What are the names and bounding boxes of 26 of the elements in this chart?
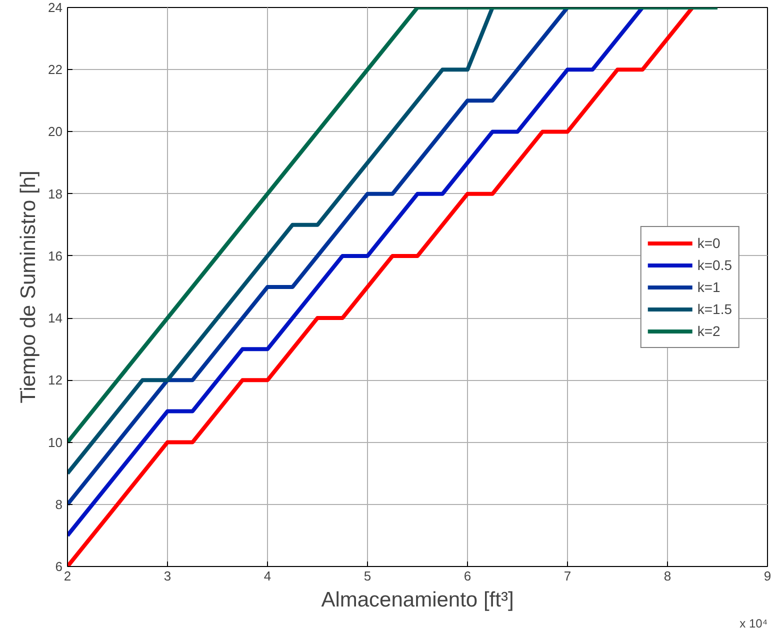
y-tick-label: 18 [48, 186, 63, 202]
x-tick-label: 9 [764, 568, 772, 584]
legend-label: k=1 [697, 278, 720, 294]
legend-label: k=0 [697, 234, 720, 250]
y-tick-label: 20 [48, 124, 63, 140]
x-tick-label: 5 [364, 568, 372, 584]
y-axis-title: Tiempo de Suministro [h] [17, 170, 40, 404]
legend-label: k=0.5 [697, 256, 732, 272]
y-tick-label: 16 [48, 248, 63, 264]
x-axis-title: Almacenamiento [ft³] [321, 588, 514, 612]
y-tick-label: 14 [48, 310, 63, 326]
legend-label: k=2 [697, 322, 720, 338]
y-tick-label: 6 [55, 559, 63, 574]
y-tick-label: 8 [55, 496, 63, 512]
x-tick-label: 7 [564, 568, 572, 584]
y-tick-label: 10 [48, 434, 63, 450]
x-tick-label: 8 [664, 568, 672, 584]
y-tick-label: 12 [48, 372, 63, 388]
x-tick-label: 2 [64, 568, 72, 584]
y-tick-label: 24 [48, 0, 63, 15]
x-tick-label: 4 [264, 568, 272, 584]
legend-label: k=1.5 [697, 300, 732, 316]
y-tick-label: 22 [48, 62, 63, 78]
x-tick-label: 3 [164, 568, 172, 584]
x-tick-label: 6 [464, 568, 472, 584]
text: x 10⁴ [740, 616, 768, 630]
